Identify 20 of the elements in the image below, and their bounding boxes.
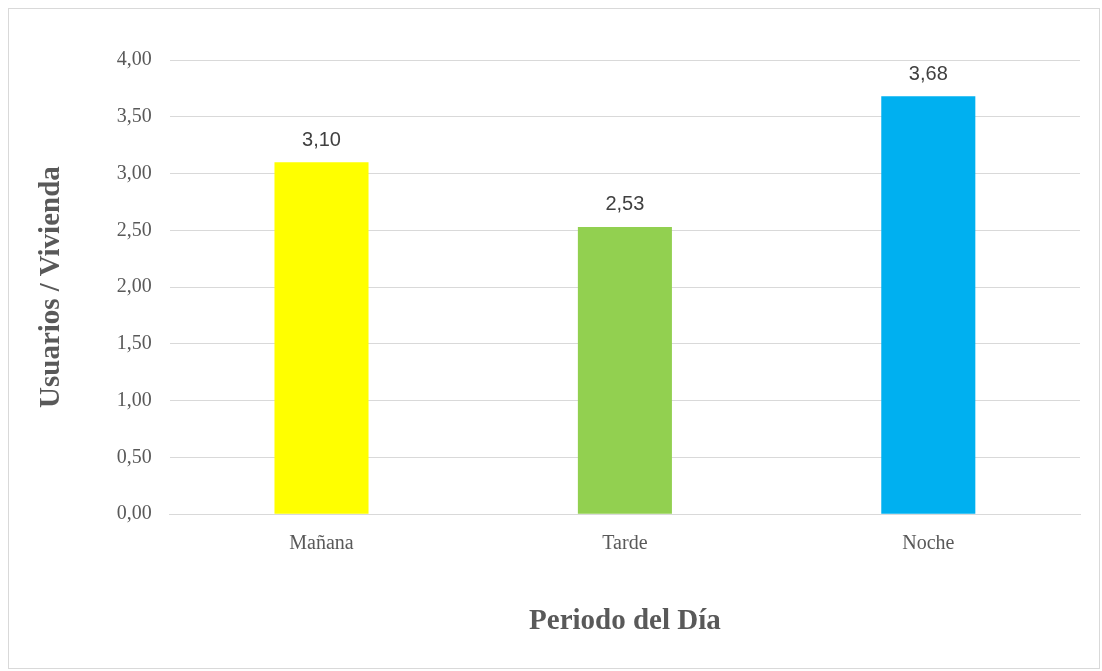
x-tick-label: Tarde [602, 531, 648, 554]
y-tick-label: 1,00 [116, 387, 152, 410]
y-tick-label: 4,00 [116, 47, 152, 70]
x-tick-label: Mañana [289, 531, 354, 554]
bar [881, 96, 976, 514]
y-axis-title: Usuarios / Vivienda [32, 165, 65, 408]
y-tick-label: 3,50 [116, 104, 152, 127]
data-label: 3,68 [908, 61, 948, 84]
y-tick-label: 0,50 [116, 444, 152, 467]
y-tick-label: 2,50 [116, 217, 152, 240]
y-tick-label: 2,00 [116, 274, 152, 297]
x-tick-label: Noche [902, 531, 955, 554]
bar [577, 226, 672, 514]
bar [274, 162, 369, 514]
data-label: 2,53 [605, 192, 645, 215]
data-label: 3,10 [302, 127, 341, 150]
y-tick-label: 0,00 [116, 501, 152, 524]
x-axis-title: Periodo del Día [529, 603, 722, 636]
y-tick-label: 1,50 [116, 331, 152, 354]
y-tick-label: 3,00 [116, 160, 152, 183]
